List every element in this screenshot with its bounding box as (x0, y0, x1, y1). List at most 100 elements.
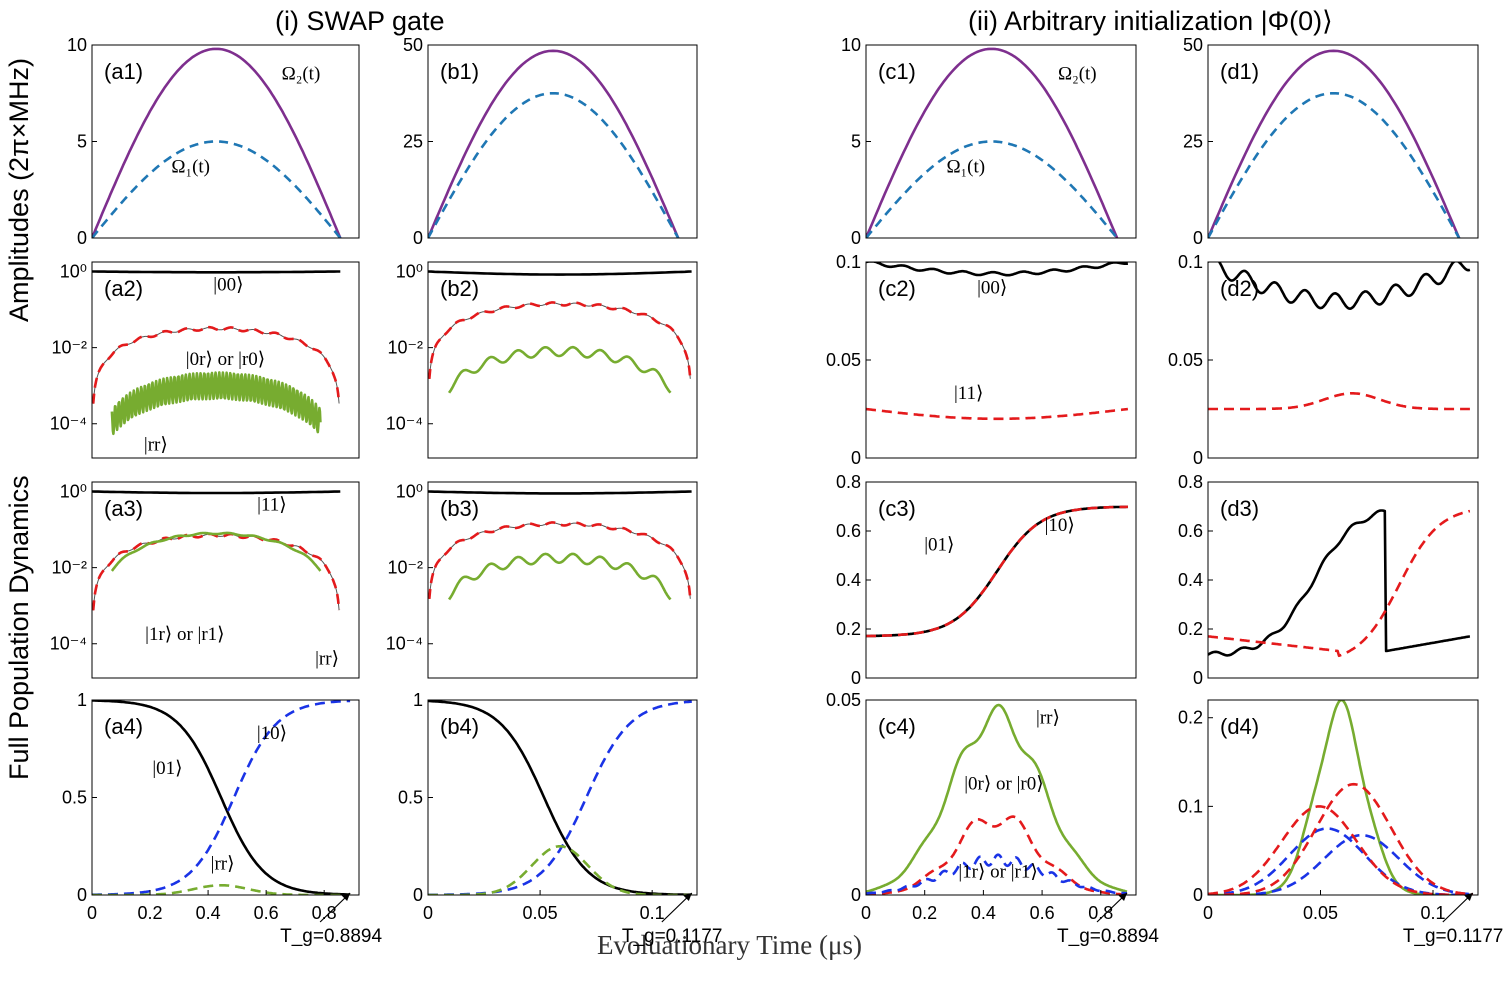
xtick-label-a4: 0 (87, 903, 97, 923)
panel-label-a3: (a3) (104, 496, 143, 521)
ytick-label-d3: 0.2 (1178, 619, 1203, 639)
ytick-label-b4: 1 (413, 690, 423, 710)
xtick-label-c4: 0.6 (1030, 903, 1055, 923)
panel-d4 (1207, 699, 1479, 896)
left-section-title: (i) SWAP gate (275, 6, 445, 36)
series-line-|rr⟩ (110, 531, 322, 572)
axes-frame-d4 (1207, 699, 1479, 896)
panel-label-b3: (b3) (440, 496, 479, 521)
ytick-label-b1: 50 (403, 35, 423, 55)
panel-c3 (865, 481, 1137, 679)
ytick-label-d1: 0 (1193, 228, 1203, 248)
annotation-c4: |0r⟩ or |r0⟩ (964, 774, 1043, 795)
panel-label-d3: (d3) (1220, 496, 1259, 521)
panel-c4 (865, 699, 1137, 896)
xtick-label-a4: 0.8 (312, 903, 337, 923)
annotation-a3: |11⟩ (257, 495, 287, 516)
panel-c1 (865, 44, 1137, 239)
plot-area-b3 (428, 490, 692, 601)
axes-frame-c4 (865, 699, 1137, 896)
plot-area-d2 (1208, 262, 1471, 411)
annotation-a4: |10⟩ (257, 723, 287, 744)
series-line-|11⟩ (428, 490, 692, 495)
ytick-label-a3: 10⁻² (51, 558, 87, 578)
ytick-label-a2: 10⁰ (60, 262, 87, 282)
panel-label-b2: (b2) (440, 276, 479, 301)
series-line-Ω1(t) (92, 140, 342, 238)
series-line-|00⟩ (866, 262, 1129, 277)
plot-area-c3 (866, 505, 1128, 638)
ytick-label-d1: 50 (1183, 35, 1203, 55)
plot-area-b4 (428, 700, 692, 895)
panel-label-c3: (c3) (878, 496, 916, 521)
series-line-|rr⟩ (428, 845, 692, 895)
series-line-Ω1(t) (428, 92, 680, 238)
ytick-label-d1: 25 (1183, 132, 1203, 152)
series-line-Ω2(t) (866, 47, 1119, 238)
ytick-label-b2: 10⁰ (396, 262, 423, 282)
ytick-label-d3: 0 (1193, 668, 1203, 688)
panel-label-a2: (a2) (104, 276, 143, 301)
gate-time-label-d4: T_g=0.1177 (1403, 926, 1504, 947)
series-line-red-b (1208, 805, 1473, 895)
xtick-label-b4: 0.05 (523, 903, 558, 923)
ytick-label-a3: 10⁻⁴ (50, 634, 87, 654)
ytick-label-c2: 0.1 (836, 252, 861, 272)
axes-frame-b3 (427, 481, 698, 679)
ytick-label-a2: 10⁻² (51, 338, 87, 358)
annotation-c1: Ω₂(t) (1058, 64, 1097, 85)
series-line-|11⟩ (1208, 392, 1470, 411)
series-line-red-a (1208, 782, 1473, 895)
ytick-label-c3: 0.6 (836, 521, 861, 541)
plot-area-b1 (428, 49, 680, 238)
panel-label-c1: (c1) (878, 59, 916, 84)
panel-b3 (427, 481, 698, 679)
ytick-label-a3: 10⁰ (60, 482, 87, 502)
ytick-label-b4: 0.5 (398, 788, 423, 808)
ytick-label-c4: 0 (851, 885, 861, 905)
xtick-label-d4: 0 (1203, 903, 1213, 923)
axes-frame-a2 (91, 261, 360, 459)
series-line-|rr⟩ (866, 703, 1128, 893)
gate-arrowhead-c4 (1118, 893, 1128, 901)
series-line-Ω1(t) (1208, 92, 1461, 238)
ytick-label-a4: 0.5 (62, 788, 87, 808)
series-thin-|1r⟩ or |r1⟩ (428, 522, 691, 600)
annotation-a2: |0r⟩ or |r0⟩ (186, 349, 265, 370)
annotation-a1: Ω₂(t) (282, 64, 321, 85)
panel-c2 (865, 261, 1137, 459)
ytick-label-a2: 10⁻⁴ (50, 414, 87, 434)
gate-arrowhead-b4 (682, 893, 692, 901)
series-line-|10⟩ (1208, 509, 1471, 658)
annotation-c1: Ω₁(t) (946, 156, 985, 177)
ytick-label-d2: 0.05 (1168, 350, 1203, 370)
ytick-label-c2: 0 (851, 448, 861, 468)
panel-a3 (91, 481, 360, 679)
xtick-label-a4: 0.4 (196, 903, 221, 923)
xtick-label-a4: 0.6 (254, 903, 279, 923)
panel-a1 (91, 44, 360, 239)
series-line-Ω2(t) (1208, 49, 1461, 238)
ytick-label-b3: 10⁻⁴ (386, 634, 423, 654)
ytick-label-c3: 0 (851, 668, 861, 688)
ytick-label-c3: 0.2 (836, 619, 861, 639)
series-line-|rr⟩ (447, 345, 672, 394)
series-line-|rr⟩ (447, 552, 672, 601)
ytick-label-d3: 0.4 (1178, 570, 1203, 590)
panel-label-b1: (b1) (440, 59, 479, 84)
annotation-c3: |10⟩ (1045, 515, 1075, 536)
ytick-label-d2: 0.1 (1178, 252, 1203, 272)
ytick-label-c2: 0.05 (826, 350, 861, 370)
annotation-c4: |rr⟩ (1036, 707, 1060, 728)
annotation-a2: |00⟩ (213, 275, 243, 296)
ytick-label-d2: 0 (1193, 448, 1203, 468)
panel-label-d1: (d1) (1220, 59, 1259, 84)
annotation-a4: |rr⟩ (211, 854, 235, 875)
panel-d1 (1207, 44, 1479, 239)
ytick-label-c3: 0.8 (836, 472, 861, 492)
series-line-|00⟩ (1208, 262, 1471, 310)
series-line-|00⟩ (428, 270, 692, 276)
axes-frame-b2 (427, 261, 698, 459)
ytick-label-d3: 0.6 (1178, 521, 1203, 541)
ytick-label-d3: 0.8 (1178, 472, 1203, 492)
